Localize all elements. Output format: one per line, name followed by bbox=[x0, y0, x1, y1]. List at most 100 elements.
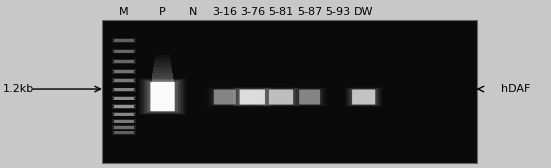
Text: 3-16: 3-16 bbox=[212, 7, 237, 17]
Bar bbox=[114, 39, 134, 42]
Bar bbox=[112, 125, 136, 130]
Bar bbox=[114, 131, 134, 134]
Bar bbox=[102, 20, 477, 163]
Bar bbox=[159, 31, 166, 34]
FancyBboxPatch shape bbox=[352, 90, 375, 104]
Bar bbox=[102, 30, 477, 34]
Bar bbox=[112, 96, 136, 100]
Bar bbox=[114, 126, 134, 129]
Bar bbox=[112, 88, 136, 92]
FancyBboxPatch shape bbox=[147, 81, 178, 112]
FancyBboxPatch shape bbox=[240, 90, 265, 104]
FancyBboxPatch shape bbox=[269, 90, 293, 104]
FancyBboxPatch shape bbox=[350, 89, 377, 105]
FancyBboxPatch shape bbox=[233, 88, 272, 107]
FancyBboxPatch shape bbox=[297, 89, 322, 105]
Bar bbox=[112, 59, 136, 64]
Bar bbox=[156, 46, 169, 49]
Bar bbox=[157, 43, 168, 46]
Bar bbox=[112, 49, 136, 53]
FancyBboxPatch shape bbox=[150, 82, 175, 111]
Bar bbox=[114, 60, 134, 63]
FancyBboxPatch shape bbox=[240, 90, 265, 104]
Text: 5-81: 5-81 bbox=[268, 7, 294, 17]
Text: N: N bbox=[188, 7, 197, 17]
Bar bbox=[102, 87, 477, 92]
Bar bbox=[157, 40, 168, 43]
Bar bbox=[102, 77, 477, 82]
Text: 5-87: 5-87 bbox=[297, 7, 322, 17]
FancyBboxPatch shape bbox=[295, 88, 325, 106]
Bar bbox=[102, 115, 477, 120]
Bar bbox=[102, 144, 477, 149]
Bar bbox=[102, 158, 477, 163]
Bar bbox=[153, 67, 172, 70]
FancyBboxPatch shape bbox=[345, 88, 382, 107]
Bar bbox=[114, 70, 134, 73]
Bar bbox=[102, 34, 477, 39]
Bar bbox=[114, 97, 134, 100]
Bar bbox=[102, 44, 477, 49]
Bar bbox=[102, 153, 477, 158]
Bar bbox=[102, 68, 477, 73]
Bar bbox=[155, 58, 170, 61]
Bar bbox=[102, 39, 477, 44]
Bar bbox=[102, 20, 477, 25]
Bar bbox=[114, 113, 134, 116]
FancyBboxPatch shape bbox=[299, 90, 320, 104]
Bar bbox=[102, 134, 477, 139]
Bar bbox=[102, 139, 477, 144]
Bar bbox=[102, 111, 477, 115]
FancyBboxPatch shape bbox=[237, 89, 267, 105]
Bar bbox=[102, 58, 477, 63]
Bar bbox=[159, 25, 166, 28]
Bar bbox=[159, 22, 166, 25]
Bar bbox=[102, 101, 477, 106]
Text: P: P bbox=[159, 7, 166, 17]
FancyBboxPatch shape bbox=[214, 90, 236, 104]
FancyBboxPatch shape bbox=[150, 82, 175, 111]
FancyBboxPatch shape bbox=[235, 88, 269, 106]
Bar bbox=[112, 112, 136, 116]
Bar bbox=[158, 37, 168, 40]
Text: 5-93: 5-93 bbox=[325, 7, 350, 17]
Text: 1.2kb: 1.2kb bbox=[3, 84, 34, 94]
Bar bbox=[102, 149, 477, 153]
Text: 3-76: 3-76 bbox=[240, 7, 265, 17]
Bar bbox=[156, 49, 169, 52]
FancyBboxPatch shape bbox=[348, 88, 380, 106]
Bar bbox=[102, 53, 477, 58]
Bar bbox=[155, 52, 170, 55]
FancyBboxPatch shape bbox=[299, 90, 320, 104]
FancyBboxPatch shape bbox=[214, 90, 236, 104]
Bar bbox=[112, 69, 136, 74]
Bar bbox=[102, 92, 477, 96]
Text: hDAF: hDAF bbox=[501, 84, 531, 94]
Bar bbox=[102, 106, 477, 111]
Bar bbox=[102, 25, 477, 30]
Bar bbox=[102, 49, 477, 53]
FancyBboxPatch shape bbox=[267, 89, 295, 105]
Bar bbox=[114, 105, 134, 108]
Bar bbox=[159, 28, 166, 31]
Bar bbox=[153, 73, 172, 76]
FancyBboxPatch shape bbox=[352, 90, 375, 104]
Bar bbox=[112, 104, 136, 109]
Bar bbox=[102, 73, 477, 77]
Bar bbox=[102, 130, 477, 134]
FancyBboxPatch shape bbox=[209, 88, 240, 106]
Text: M: M bbox=[119, 7, 129, 17]
Bar bbox=[102, 120, 477, 125]
Bar bbox=[154, 61, 171, 64]
Bar bbox=[112, 38, 136, 43]
Bar bbox=[102, 96, 477, 101]
Bar bbox=[112, 78, 136, 83]
Bar bbox=[152, 79, 174, 82]
FancyBboxPatch shape bbox=[262, 88, 300, 107]
Bar bbox=[112, 131, 136, 135]
Bar bbox=[152, 76, 173, 79]
Bar bbox=[114, 88, 134, 91]
Bar bbox=[114, 50, 134, 53]
FancyBboxPatch shape bbox=[269, 90, 293, 104]
Text: DW: DW bbox=[354, 7, 374, 17]
